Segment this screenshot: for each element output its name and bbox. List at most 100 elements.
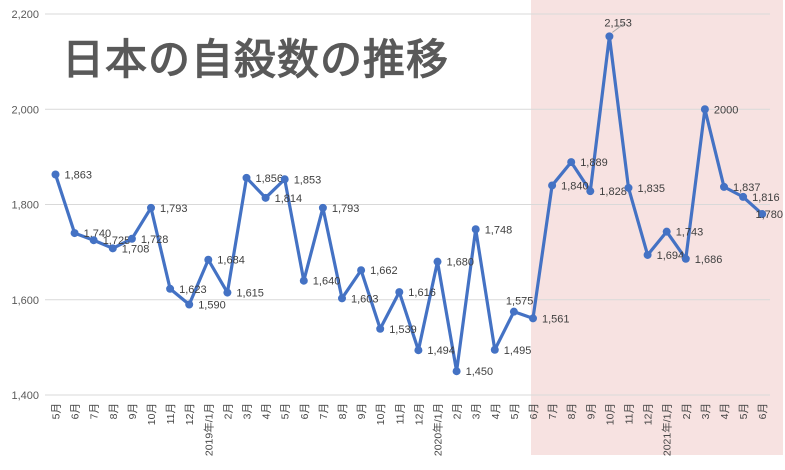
y-axis-tick-label: 2,200 — [11, 9, 39, 21]
data-label: 1,856 — [256, 173, 284, 185]
data-point — [223, 288, 232, 297]
data-label: 1,662 — [370, 265, 398, 277]
x-axis-tick-label: 7月 — [318, 403, 330, 419]
data-label: 1,835 — [638, 183, 666, 195]
data-label: 1,495 — [504, 345, 532, 357]
data-label: 1,615 — [236, 288, 264, 300]
data-point — [720, 182, 728, 191]
x-axis-tick-label: 6月 — [299, 403, 311, 419]
data-label: 1,575 — [506, 296, 534, 308]
data-label: 1,740 — [84, 228, 112, 240]
data-point — [681, 254, 690, 263]
data-point — [509, 307, 518, 316]
x-axis-tick-label: 7月 — [89, 403, 101, 419]
data-label: 1,889 — [580, 157, 608, 169]
data-point — [318, 203, 327, 212]
data-point — [70, 229, 79, 238]
x-axis-tick-label: 3月 — [242, 403, 254, 419]
x-axis-tick-label: 6月 — [70, 403, 82, 419]
data-point — [376, 324, 385, 333]
x-axis-tick-label: 12月 — [643, 403, 655, 425]
data-label: 1,708 — [122, 243, 150, 255]
y-axis-tick-label: 1,400 — [11, 390, 39, 402]
data-point — [127, 234, 136, 243]
data-label: 1,616 — [408, 287, 436, 299]
x-axis-tick-label: 2020年/1月 — [432, 403, 445, 456]
x-axis-tick-label: 11月 — [624, 403, 636, 424]
x-axis-tick-label: 8月 — [566, 403, 578, 419]
x-axis-tick-label: 9月 — [585, 403, 597, 419]
data-label: 1,603 — [351, 293, 379, 305]
data-point — [414, 346, 423, 355]
chart-title: 日本の自殺数の推移 — [62, 36, 450, 83]
data-point — [89, 236, 98, 245]
x-axis-tick-label: 4月 — [719, 403, 731, 419]
label-leader-line — [612, 22, 625, 33]
data-label: 1,640 — [313, 276, 341, 288]
x-axis-tick-label: 2019年/1月 — [202, 403, 215, 456]
data-point — [299, 276, 308, 285]
data-point — [452, 367, 461, 376]
x-axis-tick-label: 2月 — [222, 403, 234, 419]
data-label: 1,793 — [332, 203, 360, 215]
data-point — [605, 32, 614, 41]
data-label: 1,728 — [141, 234, 169, 246]
data-point — [529, 314, 537, 323]
data-point — [395, 288, 404, 297]
data-point — [662, 227, 671, 236]
x-axis-tick-label: 2月 — [681, 403, 693, 419]
x-axis-tick-label: 12月 — [184, 403, 196, 425]
data-label: 1,694 — [657, 250, 685, 262]
data-label: 1,853 — [294, 174, 322, 186]
data-label: 1,743 — [676, 227, 704, 239]
x-axis-tick-label: 9月 — [356, 403, 368, 419]
data-point — [586, 187, 595, 196]
data-label: 1,748 — [485, 224, 513, 236]
data-point — [548, 181, 557, 190]
x-axis-tick-label: 5月 — [738, 403, 750, 419]
x-axis-tick-label: 4月 — [261, 403, 273, 419]
data-point — [261, 193, 270, 202]
data-label: 1,680 — [447, 257, 475, 269]
x-axis-tick-label: 2021年/1月 — [661, 403, 674, 456]
data-label: 1,828 — [599, 186, 627, 198]
data-point — [108, 244, 117, 253]
data-label: 1,793 — [160, 203, 188, 215]
x-axis-tick-label: 3月 — [700, 403, 712, 419]
data-label: 1,590 — [198, 300, 226, 312]
x-axis-tick-label: 10月 — [146, 403, 158, 425]
x-axis-tick-label: 9月 — [127, 403, 139, 419]
data-label: 1,494 — [427, 345, 455, 357]
x-axis-tick-label: 4月 — [490, 403, 502, 419]
trend-line — [53, 34, 764, 373]
x-axis-tick-label: 3月 — [471, 403, 483, 419]
data-label: 2000 — [714, 104, 738, 116]
data-point — [51, 170, 60, 179]
data-label: 1,450 — [466, 366, 494, 378]
data-point — [471, 225, 480, 234]
data-label: 1,816 — [752, 192, 780, 204]
x-axis-tick-label: 11月 — [394, 403, 406, 424]
y-axis-tick-label: 2,000 — [11, 104, 39, 116]
data-point — [147, 203, 155, 212]
x-axis-tick-label: 6月 — [757, 403, 769, 419]
data-label: 1,814 — [275, 193, 303, 205]
data-point — [204, 255, 213, 264]
data-label: 1,725 — [103, 235, 131, 247]
data-point — [338, 294, 346, 303]
data-point — [242, 173, 251, 182]
x-axis-tick-label: 5月 — [509, 403, 521, 419]
x-axis-tick-label: 8月 — [337, 403, 349, 419]
data-point — [700, 105, 709, 114]
data-point — [643, 250, 652, 259]
data-point — [433, 257, 442, 266]
data-label: 1,561 — [542, 313, 570, 325]
data-point — [624, 183, 633, 192]
data-point — [758, 210, 767, 219]
data-label: 2,153 — [604, 17, 632, 29]
data-label: 1,780 — [755, 209, 783, 221]
x-axis-tick-label: 10月 — [375, 403, 387, 425]
data-point — [357, 266, 366, 275]
highlight-region — [531, 0, 783, 455]
